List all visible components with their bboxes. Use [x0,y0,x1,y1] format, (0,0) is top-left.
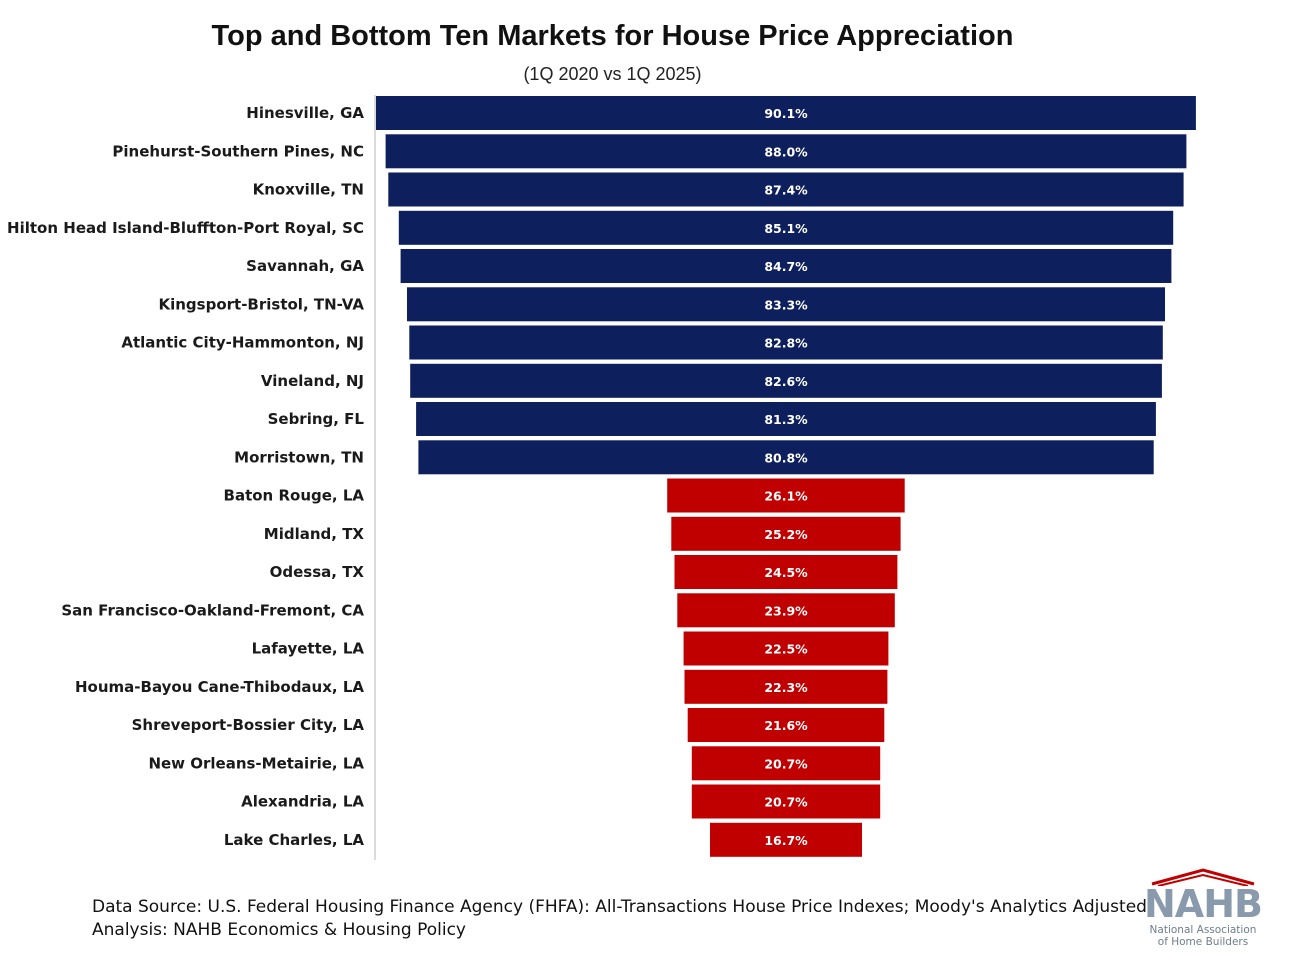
bar-11 [667,478,905,513]
category-label-15: Lafayette, LA [252,640,365,658]
category-label-13: Odessa, TX [270,563,365,581]
value-label-17: 21.6% [764,718,808,733]
category-label-14: San Francisco-Oakland-Fremont, CA [61,601,364,619]
value-label-10: 80.8% [764,450,808,465]
bar-16 [684,669,888,704]
bar-18 [691,746,881,781]
bar-1 [376,96,1196,130]
value-label-9: 81.3% [764,412,808,427]
category-label-8: Vineland, NJ [261,372,364,390]
bar-20 [710,822,862,857]
value-label-11: 26.1% [764,489,808,504]
footer: Data Source: U.S. Federal Housing Financ… [92,896,1152,942]
bar-chart: Hinesville, GA Pinehurst-Southern Pines, … [7,95,1196,860]
chart-title: Top and Bottom Ten Markets for House Pri… [211,20,1014,52]
category-label-1: Hinesville, GA [246,104,364,122]
value-label-12: 25.2% [764,527,808,542]
bars-group [376,96,1196,857]
value-label-8: 82.6% [764,374,808,389]
bar-14 [677,593,895,628]
value-label-13: 24.5% [764,565,808,580]
category-label-17: Shreveport-Bossier City, LA [132,716,365,734]
value-label-19: 20.7% [764,795,808,810]
bar-10 [418,440,1154,475]
logo-line-2: of Home Builders [1157,936,1249,948]
value-label-3: 87.4% [764,183,808,198]
value-label-7: 82.8% [764,336,808,351]
value-labels-group: 90.1% 88.0% 87.4% 85.1% 84.7% 83.3% 82.8% 82.6%… [764,106,808,848]
category-label-5: Savannah, GA [246,257,364,275]
value-label-16: 22.3% [764,680,808,695]
category-label-2: Pinehurst-Southern Pines, NC [112,142,364,160]
category-label-7: Atlantic City-Hammonton, NJ [121,334,364,352]
nahb-logo: NAHB National Association of Home Builde… [1140,866,1266,950]
category-label-9: Sebring, FL [268,410,365,428]
value-label-20: 16.7% [764,833,808,848]
bar-5 [400,249,1172,283]
bar-8 [410,363,1162,398]
category-label-18: New Orleans-Metairie, LA [148,754,364,772]
value-label-15: 22.5% [764,642,808,657]
bar-4 [398,210,1174,245]
category-label-20: Lake Charles, LA [224,831,365,849]
bar-15 [683,631,889,666]
bar-7 [409,325,1163,360]
analysis-note: Analysis: NAHB Economics & Housing Polic… [92,920,466,940]
value-label-1: 90.1% [764,106,808,121]
value-label-18: 20.7% [764,756,808,771]
roof-icon [1151,868,1255,886]
value-label-6: 83.3% [764,297,808,312]
value-label-2: 88.0% [764,144,808,159]
value-label-4: 85.1% [764,221,808,236]
category-label-19: Alexandria, LA [241,793,364,811]
bar-19 [691,784,881,819]
chart-subtitle: (1Q 2020 vs 1Q 2025) [523,64,702,84]
bar-12 [671,516,901,551]
value-label-14: 23.9% [764,603,808,618]
bar-6 [407,287,1165,322]
logo-line-1: National Association [1149,924,1257,936]
category-label-12: Midland, TX [264,525,365,543]
logo-wordmark: NAHB [1144,882,1263,926]
category-label-16: Houma-Bayou Cane-Thibodaux, LA [75,678,364,696]
category-labels-group: Hinesville, GA Pinehurst-Southern Pines, … [7,104,364,849]
bar-9 [416,402,1156,436]
bar-13 [674,555,898,589]
category-label-10: Morristown, TN [234,448,364,466]
bar-17 [687,708,885,742]
category-label-6: Kingsport-Bristol, TN-VA [158,295,364,313]
category-label-4: Hilton Head Island-Bluffton-Port Royal, … [7,219,364,237]
category-label-11: Baton Rouge, LA [224,487,365,505]
category-label-3: Knoxville, TN [253,181,364,199]
data-source-note: Data Source: U.S. Federal Housing Financ… [92,897,1153,917]
bar-3 [388,172,1184,207]
bar-2 [385,134,1187,169]
value-label-5: 84.7% [764,259,808,274]
